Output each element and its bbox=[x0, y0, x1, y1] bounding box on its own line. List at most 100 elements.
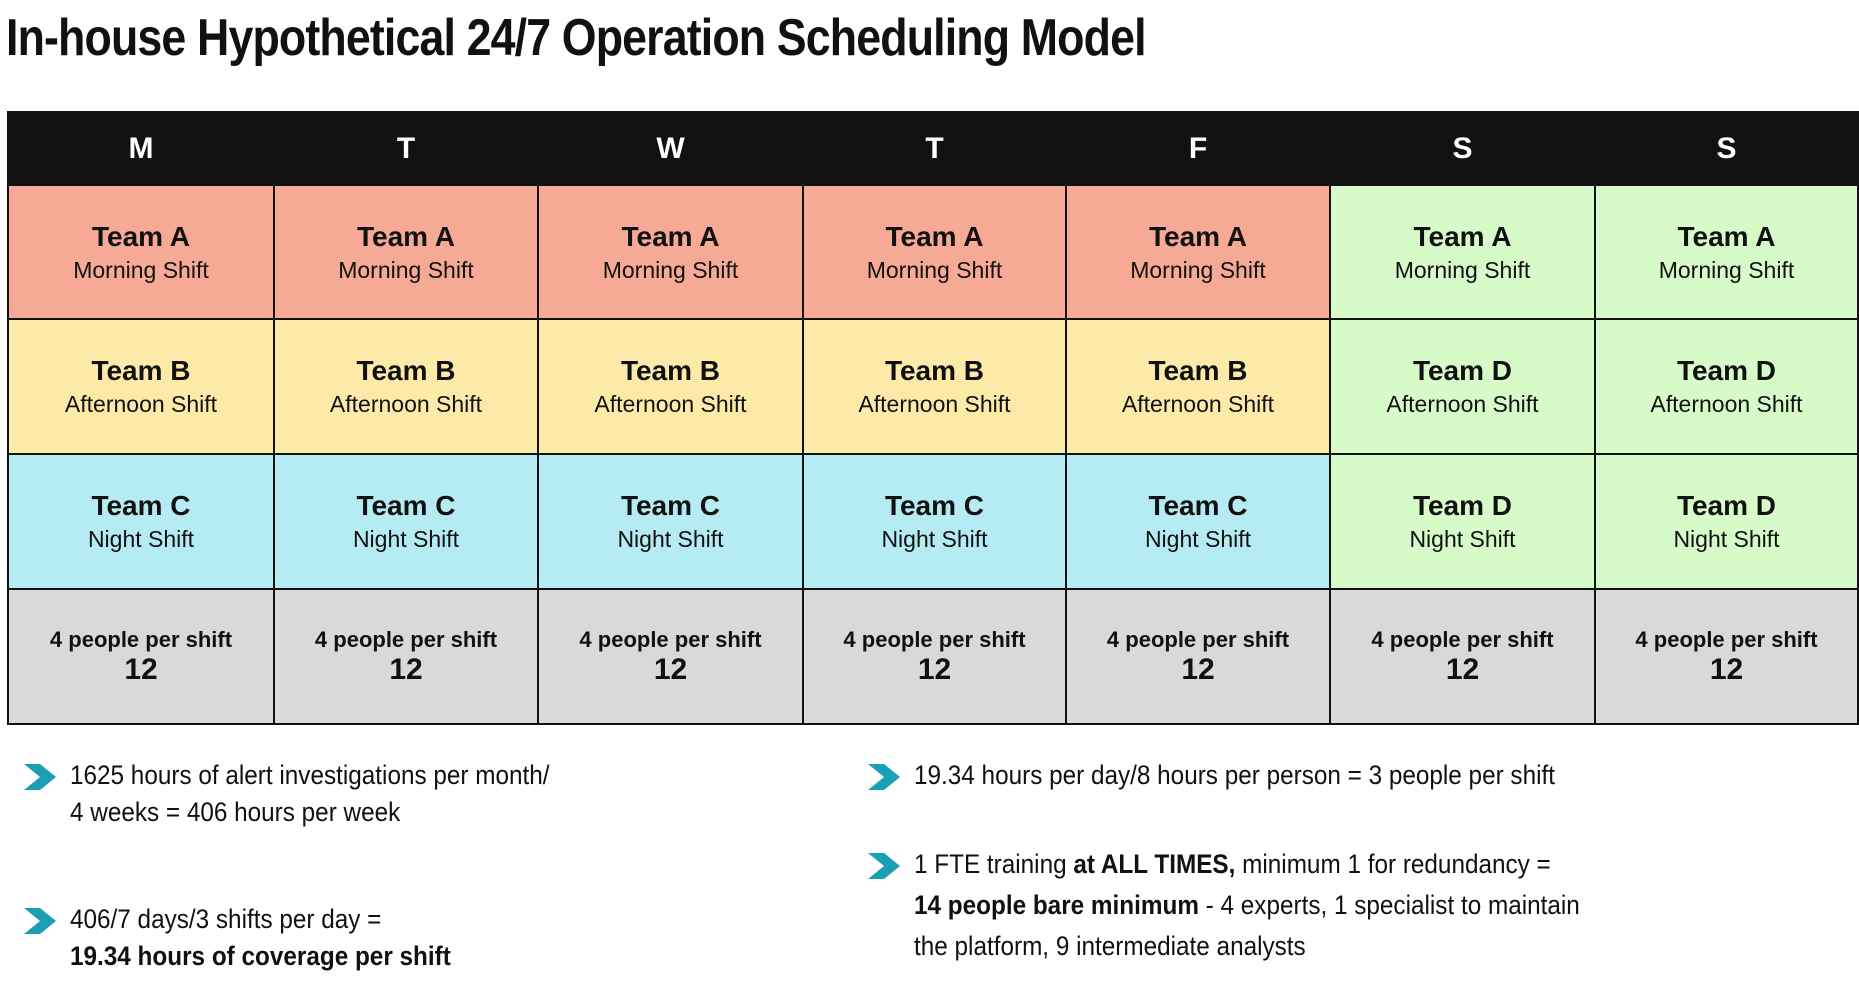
bullet-text: at ALL TIMES, bbox=[1073, 849, 1236, 879]
bullet-icon bbox=[24, 908, 56, 934]
bullet-icon bbox=[868, 764, 900, 790]
team-name: Team C bbox=[91, 490, 191, 521]
team-name: Team D bbox=[1412, 355, 1513, 386]
bullet-text: 4 weeks = 406 hours per week bbox=[70, 797, 401, 827]
bullet-line: the platform, 9 intermediate analysts bbox=[914, 931, 1306, 962]
team-name: Team A bbox=[1677, 220, 1776, 252]
team-name: Team A bbox=[1148, 220, 1248, 252]
bullet-line: 1 FTE training at ALL TIMES, minimum 1 f… bbox=[914, 849, 1551, 880]
staff-count: 12 bbox=[1181, 652, 1215, 686]
header-cell: M bbox=[7, 111, 275, 186]
bullet-line: 406/7 days/3 shifts per day = bbox=[70, 904, 381, 935]
shift-name: Afternoon Shift bbox=[1650, 391, 1803, 417]
staff-cell: 4 people per shift 12 bbox=[1594, 588, 1859, 725]
staff-count: 12 bbox=[1709, 652, 1744, 686]
shift-name: Morning Shift bbox=[602, 256, 739, 283]
shift-cell: Team A Morning Shift bbox=[1594, 184, 1859, 320]
shift-cell: Team B Afternoon Shift bbox=[7, 318, 275, 455]
staff-cell: 4 people per shift 12 bbox=[1065, 588, 1331, 725]
staff-count: 12 bbox=[1445, 652, 1480, 686]
shift-cell: Team C Night Shift bbox=[537, 453, 804, 590]
shift-cell: Team A Morning Shift bbox=[1329, 184, 1596, 320]
bullet-text: 14 people bare minimum bbox=[914, 890, 1199, 920]
bullet-line: 19.34 hours per day/8 hours per person =… bbox=[914, 760, 1555, 791]
shift-name: Morning Shift bbox=[1658, 256, 1795, 283]
staff-count: 12 bbox=[389, 652, 423, 686]
staff-cell: 4 people per shift 12 bbox=[802, 588, 1067, 725]
team-name: Team D bbox=[1676, 355, 1777, 386]
shift-cell: Team C Night Shift bbox=[7, 453, 275, 590]
shift-cell: Team B Afternoon Shift bbox=[802, 318, 1067, 455]
shift-cell: Team D Night Shift bbox=[1594, 453, 1859, 590]
shift-name: Night Shift bbox=[881, 526, 988, 552]
shift-name: Night Shift bbox=[87, 526, 195, 552]
shift-cell: Team B Afternoon Shift bbox=[1065, 318, 1331, 455]
team-name: Team C bbox=[884, 490, 985, 521]
shift-name: Night Shift bbox=[1144, 526, 1252, 552]
team-name: Team C bbox=[620, 490, 721, 521]
staff-cell: 4 people per shift 12 bbox=[537, 588, 804, 725]
shift-cell: Team A Morning Shift bbox=[273, 184, 539, 320]
shift-cell: Team A Morning Shift bbox=[537, 184, 804, 320]
shift-name: Night Shift bbox=[1673, 526, 1780, 552]
shift-name: Afternoon Shift bbox=[594, 391, 747, 417]
shift-cell: Team D Afternoon Shift bbox=[1594, 318, 1859, 455]
staff-cell: 4 people per shift 12 bbox=[1329, 588, 1596, 725]
shift-name: Morning Shift bbox=[338, 256, 474, 283]
staff-label: 4 people per shift bbox=[49, 626, 233, 652]
shift-name: Afternoon Shift bbox=[858, 391, 1011, 417]
bullet-line: 1625 hours of alert investigations per m… bbox=[70, 760, 550, 791]
shift-cell: Team A Morning Shift bbox=[7, 184, 275, 320]
staff-label: 4 people per shift bbox=[1635, 626, 1818, 652]
staff-label: 4 people per shift bbox=[579, 626, 762, 652]
shift-name: Morning Shift bbox=[1130, 256, 1266, 283]
bullet-text: 19.34 hours per day/8 hours per person =… bbox=[914, 760, 1555, 790]
header-cell: W bbox=[537, 111, 804, 186]
bullet-line: 14 people bare minimum - 4 experts, 1 sp… bbox=[914, 890, 1580, 921]
bullet-line: 19.34 hours of coverage per shift bbox=[70, 941, 451, 972]
shift-cell: Team C Night Shift bbox=[802, 453, 1067, 590]
staff-label: 4 people per shift bbox=[1371, 626, 1554, 652]
shift-name: Afternoon Shift bbox=[64, 391, 218, 417]
bullet-icon bbox=[868, 853, 900, 879]
header-cell: S bbox=[1329, 111, 1596, 186]
header-cell: T bbox=[802, 111, 1067, 186]
staff-count: 12 bbox=[653, 652, 688, 686]
bullet-text: minimum 1 for redundancy = bbox=[1235, 849, 1551, 879]
team-name: Team C bbox=[1148, 490, 1248, 521]
bullet-text: - 4 experts, 1 specialist to maintain bbox=[1198, 890, 1580, 920]
staff-label: 4 people per shift bbox=[314, 626, 498, 652]
shift-name: Morning Shift bbox=[73, 256, 209, 283]
bullet-text: 406/7 days/3 shifts per day = bbox=[70, 904, 382, 934]
shift-name: Morning Shift bbox=[1394, 256, 1531, 283]
shift-name: Night Shift bbox=[1409, 526, 1516, 552]
bullet-text: 1 FTE training bbox=[914, 849, 1074, 879]
shift-cell: Team B Afternoon Shift bbox=[537, 318, 804, 455]
shift-name: Afternoon Shift bbox=[1121, 391, 1275, 417]
team-name: Team A bbox=[91, 220, 191, 252]
staff-label: 4 people per shift bbox=[843, 626, 1026, 652]
team-name: Team C bbox=[356, 490, 456, 521]
team-name: Team B bbox=[1148, 355, 1248, 386]
staff-cell: 4 people per shift 12 bbox=[273, 588, 539, 725]
team-name: Team D bbox=[1412, 490, 1513, 521]
team-name: Team B bbox=[884, 355, 985, 386]
shift-name: Afternoon Shift bbox=[329, 391, 483, 417]
shift-cell: Team A Morning Shift bbox=[1065, 184, 1331, 320]
header-cell: T bbox=[273, 111, 539, 186]
team-name: Team B bbox=[620, 355, 721, 386]
staff-cell: 4 people per shift 12 bbox=[7, 588, 275, 725]
bullet-text: the platform, 9 intermediate analysts bbox=[914, 931, 1306, 961]
shift-cell: Team D Night Shift bbox=[1329, 453, 1596, 590]
shift-name: Morning Shift bbox=[866, 256, 1003, 283]
header-cell: F bbox=[1065, 111, 1331, 186]
staff-count: 12 bbox=[917, 652, 952, 686]
shift-name: Night Shift bbox=[617, 526, 724, 552]
shift-cell: Team A Morning Shift bbox=[802, 184, 1067, 320]
page-title: In-house Hypothetical 24/7 Operation Sch… bbox=[6, 9, 1147, 67]
shift-cell: Team D Afternoon Shift bbox=[1329, 318, 1596, 455]
team-name: Team D bbox=[1676, 490, 1777, 521]
bullet-text: 19.34 hours of coverage per shift bbox=[70, 941, 451, 971]
shift-cell: Team C Night Shift bbox=[1065, 453, 1331, 590]
